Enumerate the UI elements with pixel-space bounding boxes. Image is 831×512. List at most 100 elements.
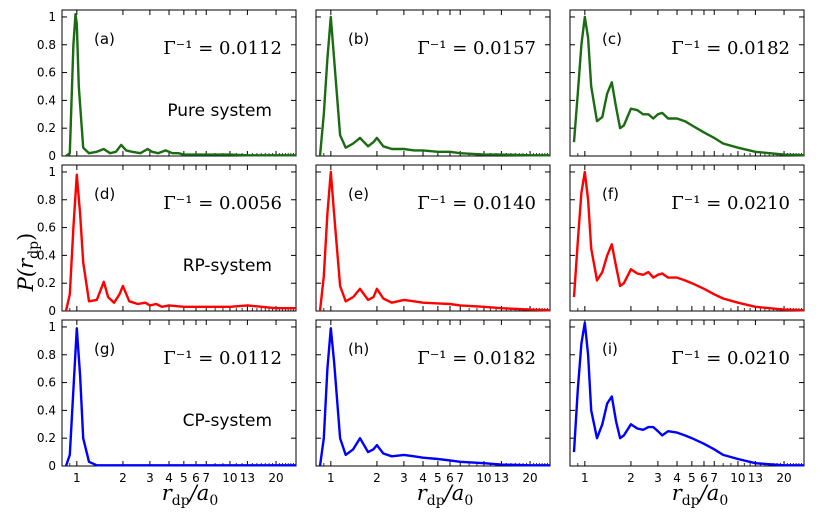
panel-h: 1 2 3 4 5 6 7 10 13 20 (h) Γ⁻¹ = 0.0182 bbox=[315, 319, 551, 485]
y-tick-label: 1 bbox=[48, 165, 56, 179]
x-tick-label: 1 bbox=[581, 471, 589, 485]
y-tick-label: 0.4 bbox=[37, 403, 56, 417]
plot-frame bbox=[569, 319, 805, 467]
x-tick-label: 7 bbox=[710, 471, 718, 485]
x-tick-label: 3 bbox=[400, 471, 408, 485]
x-axis-label-3: rdp/a0 bbox=[672, 481, 729, 509]
series-line bbox=[572, 170, 805, 312]
x-tick-label: 10 bbox=[222, 471, 237, 485]
gamma-label: Γ⁻¹ = 0.0140 bbox=[417, 193, 536, 214]
y-axis-label: P(rdp) bbox=[14, 233, 42, 293]
x-tick-label: 5 bbox=[180, 471, 188, 485]
panel-label: (i) bbox=[602, 340, 618, 358]
plot-frame bbox=[569, 164, 805, 312]
x-tick-label: 10 bbox=[476, 471, 491, 485]
x-tick-label: 2 bbox=[373, 471, 381, 485]
panel-label: (f) bbox=[602, 185, 619, 203]
x-tick-label: 10 bbox=[730, 471, 745, 485]
series-line bbox=[64, 327, 296, 467]
plot-frame bbox=[61, 319, 297, 467]
x-tick-label: 1 bbox=[327, 471, 335, 485]
panel-e: (e) Γ⁻¹ = 0.0140 bbox=[315, 164, 551, 312]
x-tick-label: 20 bbox=[268, 471, 283, 485]
x-tick-label: 2 bbox=[627, 471, 635, 485]
plot-frame bbox=[315, 319, 551, 467]
system-annotation: Pure system bbox=[167, 101, 272, 121]
panel-a: 0 0.2 0.4 0.6 0.8 1 (a) Γ⁻¹ = 0.0112 Pure system bbox=[37, 9, 297, 163]
plot-frame bbox=[315, 164, 551, 312]
y-tick-label: 0 bbox=[48, 459, 56, 473]
plot-frame bbox=[315, 9, 551, 157]
x-tick-label: 1 bbox=[73, 471, 81, 485]
gamma-label: Γ⁻¹ = 0.0182 bbox=[417, 348, 536, 369]
gamma-label: Γ⁻¹ = 0.0210 bbox=[671, 193, 790, 214]
panel-label: (b) bbox=[348, 30, 369, 48]
panel-d: 0 0.2 0.4 0.6 0.8 1 (d) Γ⁻¹ = 0.0056 RP-system bbox=[37, 164, 297, 318]
panels-group: 0 0.2 0.4 0.6 0.8 1 (a) Γ⁻¹ = 0.0112 Pure system… bbox=[37, 9, 805, 485]
series-line bbox=[572, 321, 804, 467]
y-tick-label: 1 bbox=[48, 320, 56, 334]
panel-label: (g) bbox=[94, 340, 115, 358]
x-tick-label: 20 bbox=[522, 471, 537, 485]
y-tick-label: 0.2 bbox=[37, 276, 56, 290]
gamma-label: Γ⁻¹ = 0.0112 bbox=[163, 348, 282, 369]
panel-label: (h) bbox=[348, 340, 369, 358]
y-tick-label: 0.6 bbox=[37, 376, 56, 390]
panel-b: (b) Γ⁻¹ = 0.0157 bbox=[315, 9, 551, 157]
x-axis-label-2: rdp/a0 bbox=[417, 481, 474, 509]
panel-f: (f) Γ⁻¹ = 0.0210 bbox=[569, 164, 805, 312]
panel-label: (a) bbox=[94, 30, 115, 48]
panel-label: (d) bbox=[94, 185, 115, 203]
x-tick-label: 6 bbox=[446, 471, 454, 485]
x-tick-label: 3 bbox=[146, 471, 154, 485]
x-tick-label: 5 bbox=[434, 471, 442, 485]
x-tick-label: 7 bbox=[456, 471, 464, 485]
series-line bbox=[572, 15, 805, 157]
panel-c: (c) Γ⁻¹ = 0.0182 bbox=[569, 9, 805, 157]
plot-frame bbox=[61, 9, 297, 157]
series-line bbox=[318, 170, 551, 312]
x-tick-label: 4 bbox=[673, 471, 681, 485]
x-tick-label: 6 bbox=[192, 471, 200, 485]
x-tick-label: 3 bbox=[654, 471, 662, 485]
y-tick-label: 0.8 bbox=[37, 193, 56, 207]
x-tick-label: 13 bbox=[240, 471, 255, 485]
y-tick-label: 0 bbox=[48, 149, 56, 163]
panel-label: (e) bbox=[348, 185, 369, 203]
x-axis-label-1: rdp/a0 bbox=[162, 481, 219, 509]
system-annotation: RP-system bbox=[183, 256, 272, 276]
series-line bbox=[64, 173, 296, 312]
series-line bbox=[65, 13, 296, 157]
y-tick-label: 0.6 bbox=[37, 221, 56, 235]
y-tick-label: 0 bbox=[48, 304, 56, 318]
series-line bbox=[318, 327, 550, 467]
x-tick-label: 20 bbox=[776, 471, 791, 485]
y-tick-label: 0.2 bbox=[37, 431, 56, 445]
panel-label: (c) bbox=[602, 30, 622, 48]
y-tick-label: 1 bbox=[48, 10, 56, 24]
x-tick-label: 6 bbox=[700, 471, 708, 485]
y-tick-label: 0.2 bbox=[37, 121, 56, 135]
series-line bbox=[318, 15, 550, 157]
gamma-label: Γ⁻¹ = 0.0157 bbox=[417, 38, 536, 59]
gamma-label: Γ⁻¹ = 0.0112 bbox=[163, 38, 282, 59]
panel-g: 0 0.2 0.4 0.6 0.8 1 1 2 3 4 5 6 7 10 13 20 (g) Γ⁻¹ = 0.01… bbox=[37, 319, 297, 485]
x-tick-label: 4 bbox=[419, 471, 427, 485]
y-tick-label: 0.8 bbox=[37, 38, 56, 52]
x-tick-label: 13 bbox=[748, 471, 763, 485]
gamma-label: Γ⁻¹ = 0.0182 bbox=[671, 38, 790, 59]
y-tick-label: 0.8 bbox=[37, 348, 56, 362]
y-tick-label: 0.4 bbox=[37, 248, 56, 262]
y-tick-label: 0.6 bbox=[37, 66, 56, 80]
x-tick-label: 4 bbox=[165, 471, 173, 485]
system-annotation: CP-system bbox=[183, 411, 272, 431]
x-tick-label: 13 bbox=[494, 471, 509, 485]
plot-frame bbox=[569, 9, 805, 157]
y-tick-label: 0.4 bbox=[37, 93, 56, 107]
gamma-label: Γ⁻¹ = 0.0210 bbox=[671, 348, 790, 369]
x-tick-label: 2 bbox=[119, 471, 127, 485]
panel-i: 1 2 3 4 5 6 7 10 13 20 (i) Γ⁻¹ = 0.0210 bbox=[569, 319, 805, 485]
gamma-label: Γ⁻¹ = 0.0056 bbox=[163, 193, 282, 214]
x-tick-label: 7 bbox=[202, 471, 210, 485]
